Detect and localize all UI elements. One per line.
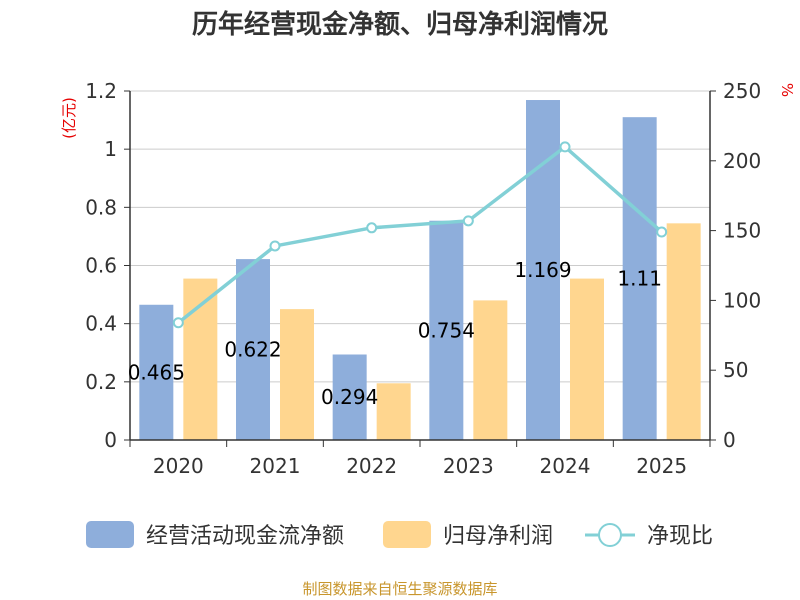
bar-net-profit [280, 309, 314, 440]
right-axis-tick-label: 200 [723, 149, 761, 173]
legend-swatch-ratio-marker [598, 523, 622, 547]
bar-net-profit [666, 223, 701, 440]
ratio-line-point [462, 215, 474, 227]
bar-net-profit [183, 278, 218, 440]
ratio-line-point [559, 141, 571, 153]
left-axis-tick-label: 0.4 [85, 312, 117, 336]
data-label: 1.169 [514, 258, 571, 282]
x-axis-tick-label: 2022 [346, 454, 397, 478]
x-axis-tick-label: 2023 [443, 454, 494, 478]
legend: 经营活动现金流净额 归母净利润 净现比 [86, 521, 713, 549]
ratio-line-path [177, 144, 663, 325]
ratio-line-point [172, 317, 184, 329]
bar-operating-cash-flow [332, 354, 367, 440]
right-axis-tick-label: 150 [723, 219, 761, 243]
left-axis-tick-label: 0.2 [85, 370, 117, 394]
x-axis-tick-label: 2020 [153, 454, 204, 478]
axes [124, 90, 716, 447]
left-axis-tick-label: 0 [104, 428, 117, 452]
data-label: 0.622 [224, 338, 281, 362]
x-axis-tick-label: 2024 [540, 454, 591, 478]
bar-net-profit [570, 278, 604, 440]
bar-operating-cash-flow [622, 117, 657, 441]
legend-label-net-profit: 归母净利润 [443, 524, 553, 549]
ratio-line [172, 141, 668, 329]
data-label: 0.754 [418, 318, 475, 342]
data-label: 1.11 [617, 267, 662, 291]
right-axis-tick-label: 0 [723, 428, 736, 452]
right-axis-tick-label: 250 [723, 79, 761, 103]
data-label: 0.294 [321, 385, 378, 409]
data-label: 0.465 [128, 360, 185, 384]
tick-labels: 0 0.2 0.4 0.6 0.8 1 1.2 0 50 100 150 200 250 2020 2021… [85, 79, 761, 478]
ratio-line-point [366, 222, 378, 234]
bar-operating-cash-flow [429, 220, 464, 440]
legend-swatch-net-profit [383, 521, 431, 548]
x-axis-tick-label: 2021 [250, 454, 301, 478]
ratio-line-point [269, 240, 281, 252]
right-axis-tick-label: 50 [723, 358, 748, 382]
bar-net-profit [473, 300, 508, 440]
bar-operating-cash-flow [236, 259, 270, 440]
data-labels: 0.465 0.622 0.294 0.754 1.169 1.11 [128, 258, 662, 409]
legend-label-operating-cash-flow: 经营活动现金流净额 [146, 524, 344, 549]
legend-label-ratio: 净现比 [647, 524, 713, 549]
chart-title: 历年经营现金净额、归母净利润情况 [192, 9, 608, 40]
x-axis-tick-label: 2025 [636, 454, 687, 478]
left-axis-tick-label: 1 [104, 137, 117, 161]
left-axis-unit: (亿元) [60, 97, 78, 139]
right-axis-tick-label: 100 [723, 288, 761, 312]
left-axis-tick-label: 0.6 [85, 254, 117, 278]
ratio-line-point [656, 226, 668, 238]
bars [139, 100, 701, 441]
left-axis-tick-label: 0.8 [85, 195, 117, 219]
source-note: 制图数据来自恒生聚源数据库 [302, 580, 497, 598]
grid-lines [130, 90, 710, 383]
left-axis-tick-label: 1.2 [85, 79, 117, 103]
legend-swatch-operating-cash-flow [86, 521, 134, 548]
right-axis-unit: % [778, 83, 796, 97]
bar-operating-cash-flow [139, 304, 174, 440]
bar-net-profit [376, 383, 411, 440]
